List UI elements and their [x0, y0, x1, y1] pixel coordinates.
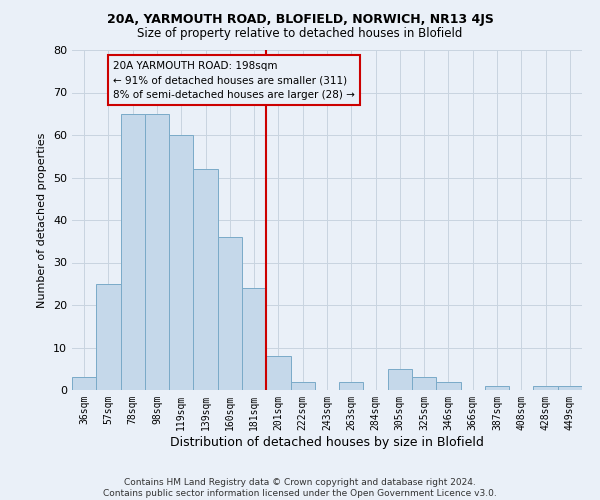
- Bar: [242, 288, 266, 390]
- Bar: [72, 378, 96, 390]
- Text: Contains HM Land Registry data © Crown copyright and database right 2024.
Contai: Contains HM Land Registry data © Crown c…: [103, 478, 497, 498]
- Bar: [436, 382, 461, 390]
- Text: 20A YARMOUTH ROAD: 198sqm
← 91% of detached houses are smaller (311)
8% of semi-: 20A YARMOUTH ROAD: 198sqm ← 91% of detac…: [113, 60, 355, 100]
- Bar: [388, 369, 412, 390]
- Bar: [145, 114, 169, 390]
- X-axis label: Distribution of detached houses by size in Blofield: Distribution of detached houses by size …: [170, 436, 484, 448]
- Bar: [193, 169, 218, 390]
- Bar: [169, 135, 193, 390]
- Bar: [558, 386, 582, 390]
- Bar: [339, 382, 364, 390]
- Bar: [121, 114, 145, 390]
- Text: 20A, YARMOUTH ROAD, BLOFIELD, NORWICH, NR13 4JS: 20A, YARMOUTH ROAD, BLOFIELD, NORWICH, N…: [107, 12, 493, 26]
- Bar: [266, 356, 290, 390]
- Bar: [218, 237, 242, 390]
- Bar: [412, 378, 436, 390]
- Bar: [533, 386, 558, 390]
- Bar: [290, 382, 315, 390]
- Bar: [96, 284, 121, 390]
- Y-axis label: Number of detached properties: Number of detached properties: [37, 132, 47, 308]
- Bar: [485, 386, 509, 390]
- Text: Size of property relative to detached houses in Blofield: Size of property relative to detached ho…: [137, 28, 463, 40]
